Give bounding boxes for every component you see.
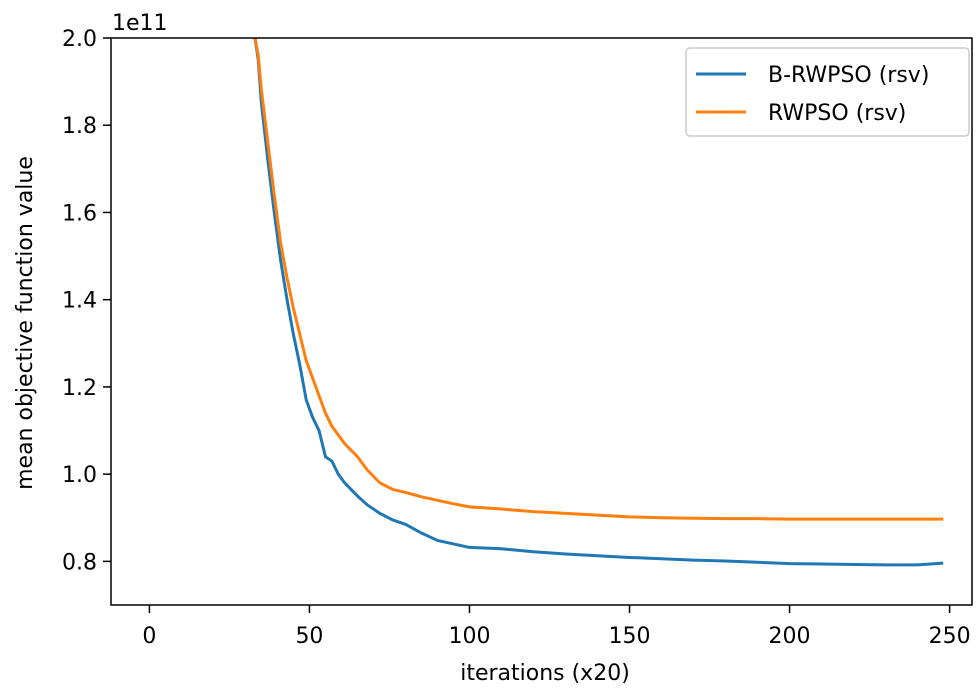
y-tick-label: 1.2 [62,376,97,401]
x-tick-label: 200 [769,624,811,649]
y-tick-label: 1.6 [62,201,97,226]
y-axis: 0.8 1.0 1.2 1.4 1.6 1.8 2.0 [62,27,111,575]
plot-frame [110,37,973,606]
y-tick-label: 1.0 [62,463,97,488]
x-tick-label: 50 [295,624,323,649]
x-tick-label: 250 [929,624,971,649]
series-line-1 [253,38,944,567]
x-tick-label: 0 [142,624,156,649]
y-axis-label: mean objective function value [13,156,38,490]
legend: B-RWPSO (rsv) RWPSO (rsv) [685,47,970,137]
y-scale-label: 1e11 [112,11,168,36]
series-line-2 [253,38,944,521]
legend-box [685,47,970,137]
x-axis-label: iterations (x20) [460,661,630,686]
plot-area [110,37,973,606]
y-tick-label: 2.0 [62,27,97,52]
legend-label-1: B-RWPSO (rsv) [768,63,929,88]
y-tick-label: 1.4 [62,289,97,314]
y-tick-label: 0.8 [62,550,97,575]
x-tick-label: 150 [609,624,651,649]
legend-label-2: RWPSO (rsv) [768,101,906,126]
y-tick-label: 1.8 [62,114,97,139]
x-tick-label: 100 [448,624,490,649]
x-axis: 0 50 100 150 200 250 [142,605,971,649]
